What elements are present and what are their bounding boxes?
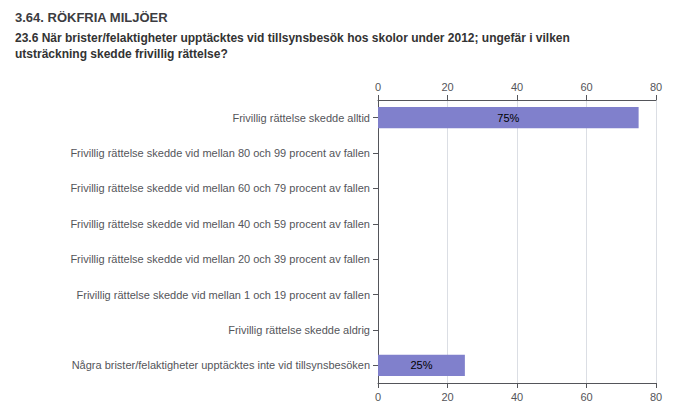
svg-text:3.64. RÖKFRIA MILJÖER: 3.64. RÖKFRIA MILJÖER bbox=[15, 10, 168, 25]
svg-text:20: 20 bbox=[441, 81, 453, 93]
svg-text:80: 80 bbox=[650, 391, 662, 403]
svg-text:75%: 75% bbox=[497, 112, 519, 124]
svg-text:Några brister/felaktigheter up: Några brister/felaktigheter upptäcktes i… bbox=[72, 359, 370, 371]
svg-text:0: 0 bbox=[375, 391, 381, 403]
svg-text:Frivillig rättelse skedde vid: Frivillig rättelse skedde vid mellan 60 … bbox=[70, 182, 370, 194]
svg-text:60: 60 bbox=[580, 81, 592, 93]
svg-text:Frivillig rättelse skedde allt: Frivillig rättelse skedde alltid bbox=[232, 112, 370, 124]
svg-text:40: 40 bbox=[511, 391, 523, 403]
svg-text:0: 0 bbox=[375, 81, 381, 93]
svg-text:25%: 25% bbox=[410, 359, 432, 371]
svg-text:utsträckning skedde frivillig: utsträckning skedde frivillig rättelse? bbox=[15, 47, 228, 61]
svg-text:Frivillig rättelse skedde vid: Frivillig rättelse skedde vid mellan 1 o… bbox=[77, 289, 370, 301]
svg-text:23.6 När brister/felaktigheter: 23.6 När brister/felaktigheter upptäckte… bbox=[15, 31, 570, 45]
svg-text:Frivillig rättelse skedde vid: Frivillig rättelse skedde vid mellan 20 … bbox=[70, 253, 370, 265]
svg-text:40: 40 bbox=[511, 81, 523, 93]
svg-text:80: 80 bbox=[650, 81, 662, 93]
svg-text:Frivillig rättelse skedde vid: Frivillig rättelse skedde vid mellan 80 … bbox=[70, 147, 370, 159]
svg-text:20: 20 bbox=[441, 391, 453, 403]
svg-text:Frivillig rättelse skedde aldr: Frivillig rättelse skedde aldrig bbox=[228, 324, 370, 336]
svg-text:Frivillig rättelse skedde vid: Frivillig rättelse skedde vid mellan 40 … bbox=[70, 218, 370, 230]
svg-text:60: 60 bbox=[580, 391, 592, 403]
